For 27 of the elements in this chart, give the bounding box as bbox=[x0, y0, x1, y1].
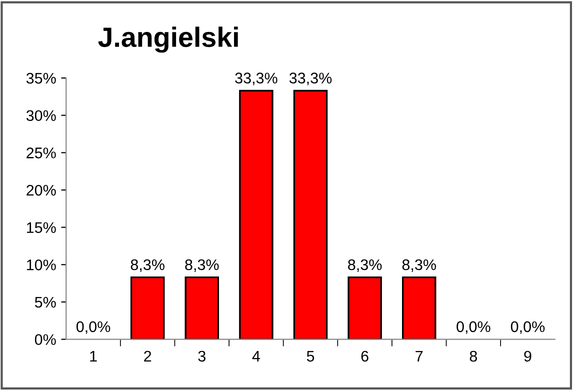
x-tick-label: 2 bbox=[144, 350, 152, 362]
data-label: 8,3% bbox=[402, 259, 436, 272]
data-label: 33,3% bbox=[235, 72, 278, 86]
data-label: 33,3% bbox=[289, 72, 332, 86]
y-tick-label: 20% bbox=[26, 184, 56, 196]
x-tick-label: 6 bbox=[361, 350, 368, 362]
data-label: 8,3% bbox=[130, 259, 164, 272]
data-label: 0,0% bbox=[510, 321, 545, 334]
x-tick-label: 5 bbox=[306, 350, 314, 362]
x-tick-label: 7 bbox=[416, 350, 423, 362]
x-tick-label: 1 bbox=[90, 350, 97, 362]
y-tick-label: 30% bbox=[26, 110, 56, 122]
data-label: 0,0% bbox=[456, 321, 490, 334]
data-label: 0,0% bbox=[76, 321, 110, 334]
x-tick-label: 3 bbox=[198, 350, 206, 362]
y-tick-label: 25% bbox=[26, 148, 56, 158]
x-tick-label: 8 bbox=[470, 350, 477, 362]
chart-title: J.angielski bbox=[98, 26, 238, 53]
x-tick-label: 4 bbox=[252, 350, 260, 362]
data-label: 8,3% bbox=[185, 259, 219, 272]
y-tick-label: 35% bbox=[26, 72, 56, 84]
y-tick-label: 0% bbox=[34, 334, 56, 345]
x-tick-label: 9 bbox=[524, 350, 532, 362]
data-label: 8,3% bbox=[348, 259, 382, 272]
y-tick-label: 5% bbox=[34, 296, 56, 308]
y-tick-label: 15% bbox=[26, 222, 56, 233]
y-tick-label: 10% bbox=[26, 260, 56, 270]
